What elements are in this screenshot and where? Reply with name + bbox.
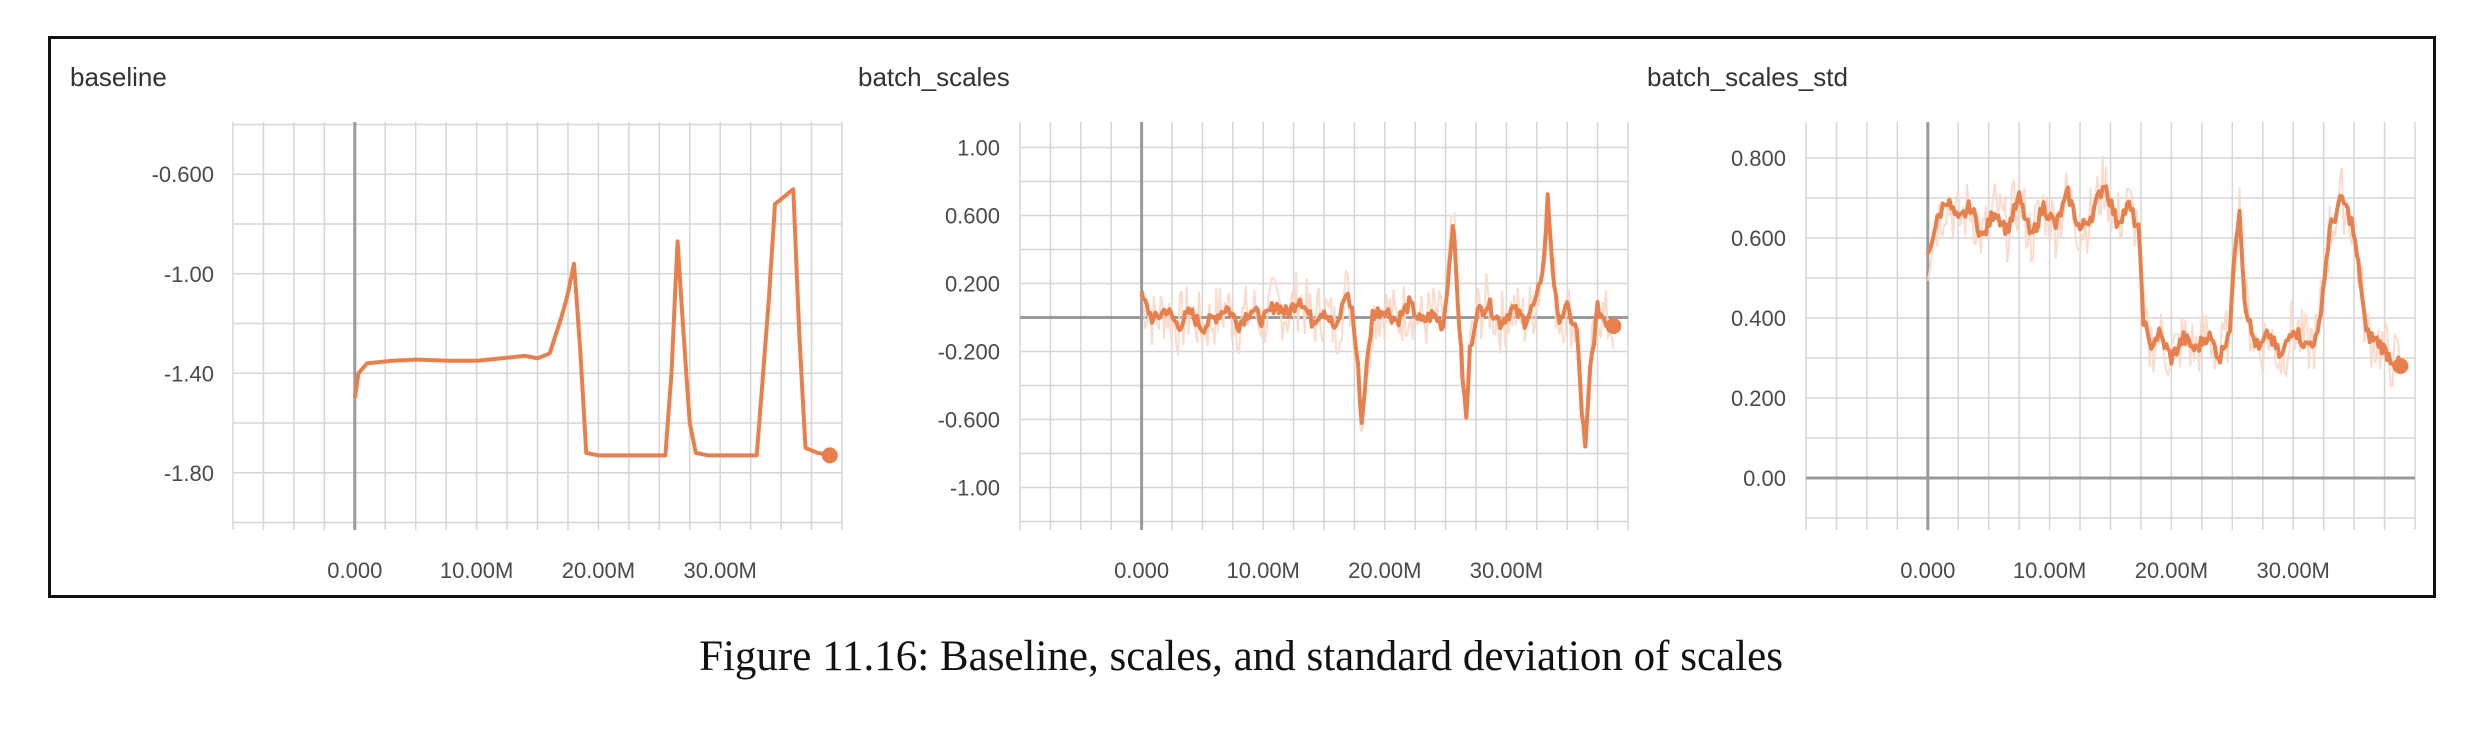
y-tick-label: 0.200 xyxy=(1731,386,1786,411)
chart-panel-1: baseline -0.600 -1.00 -1.40 -1.80 0.000 10.00M… xyxy=(70,62,843,583)
x-tick-label: 10.00M xyxy=(2013,558,2086,583)
y-tick-label: 0.400 xyxy=(1731,306,1786,331)
y-tick-label: 1.00 xyxy=(957,136,1000,161)
y-tick-label: -1.00 xyxy=(164,262,214,287)
figure-caption: Figure 11.16: Baseline, scales, and stan… xyxy=(699,633,1783,680)
x-tick-label: 10.00M xyxy=(1227,558,1300,583)
x-tick-label: 0.000 xyxy=(1114,558,1169,583)
y-tick-label: -1.80 xyxy=(164,461,214,486)
x-tick-label: 0.000 xyxy=(327,558,382,583)
y-tick-label: -0.600 xyxy=(152,162,214,187)
chart-panel-2: batch_scales 1.00 0.600 0.200 -0.200 -0.600 -1… xyxy=(858,62,1629,583)
chart-title: batch_scales_std xyxy=(1647,62,1848,92)
series-line xyxy=(1139,192,1615,449)
grid xyxy=(1805,122,2416,530)
x-tick-label: 10.00M xyxy=(440,558,513,583)
chart-title: baseline xyxy=(70,62,167,92)
chart-title: batch_scales xyxy=(858,62,1010,92)
raw-series-line xyxy=(1141,205,1615,449)
chart-panel-3: batch_scales_std 0.800 0.600 0.400 0.200 0.00… xyxy=(1647,62,2416,583)
x-tick-label: 30.00M xyxy=(1470,558,1543,583)
series-line xyxy=(352,187,831,458)
x-tick-label: 20.00M xyxy=(562,558,635,583)
y-tick-label: 0.600 xyxy=(1731,226,1786,251)
raw-series-line xyxy=(1926,155,2402,388)
series-line xyxy=(1925,184,2403,369)
y-tick-label: -1.40 xyxy=(164,361,214,386)
x-tick-label: 0.000 xyxy=(1900,558,1955,583)
x-tick-label: 30.00M xyxy=(2257,558,2330,583)
x-tick-label: 20.00M xyxy=(2135,558,2208,583)
series-end-point xyxy=(821,447,838,464)
y-tick-label: -0.600 xyxy=(938,408,1000,433)
y-tick-label: 0.200 xyxy=(945,272,1000,297)
series-end-point xyxy=(1605,318,1622,334)
y-tick-label: -0.200 xyxy=(938,340,1000,365)
y-tick-label: 0.800 xyxy=(1731,146,1786,171)
y-tick-label: 0.00 xyxy=(1743,466,1786,491)
series-end-point xyxy=(2392,358,2409,374)
y-tick-label: 0.600 xyxy=(945,204,1000,229)
y-tick-label: -1.00 xyxy=(950,476,1000,501)
x-tick-label: 20.00M xyxy=(1348,558,1421,583)
grid xyxy=(232,122,843,530)
x-tick-label: 30.00M xyxy=(684,558,757,583)
